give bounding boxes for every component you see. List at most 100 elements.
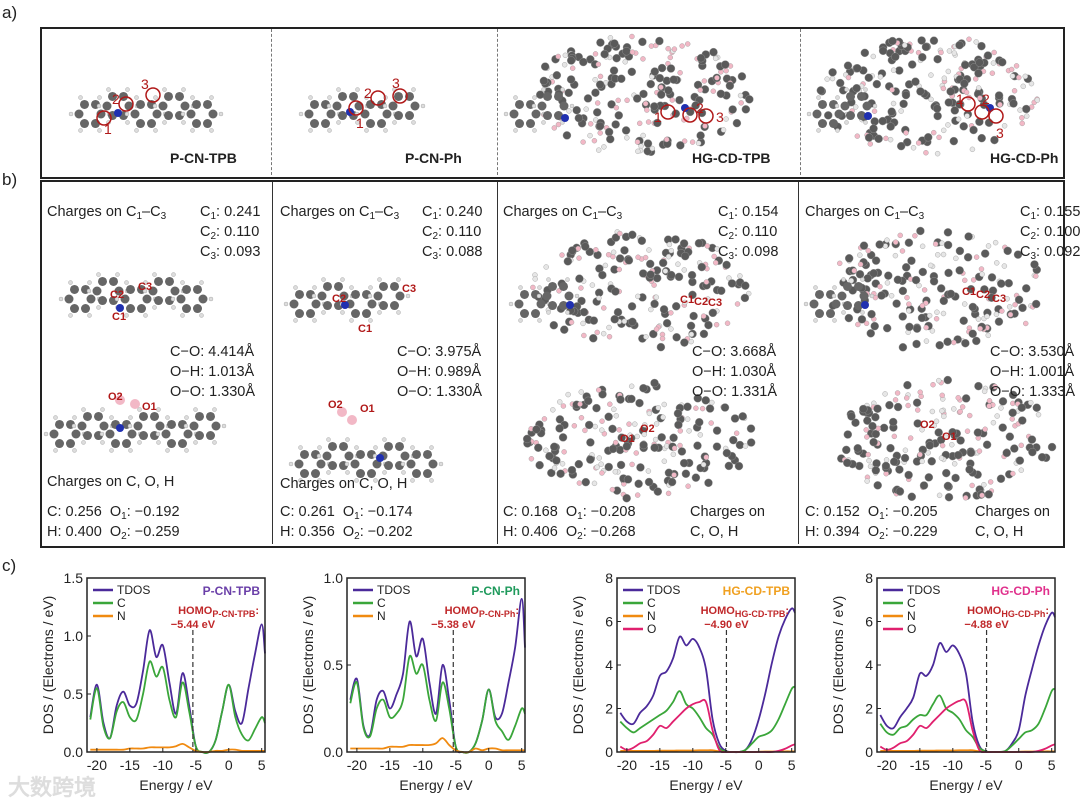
atom bbox=[716, 89, 726, 99]
homo-value: −5.38 eV bbox=[431, 619, 476, 631]
atom bbox=[855, 270, 865, 279]
carbon-atom bbox=[428, 459, 438, 469]
atom bbox=[663, 136, 670, 143]
x-tick-label: -20 bbox=[617, 757, 637, 773]
x-tick-label: -15 bbox=[380, 757, 400, 773]
atom bbox=[555, 121, 562, 128]
carbon-atom bbox=[412, 469, 421, 479]
hydrogen-atom bbox=[99, 431, 105, 437]
homo-subscript: P-CN-Ph bbox=[479, 609, 516, 619]
hydrogen-atom bbox=[143, 280, 148, 285]
atom bbox=[1028, 447, 1037, 457]
atom bbox=[624, 135, 630, 141]
atom bbox=[655, 405, 661, 411]
atom bbox=[627, 67, 637, 77]
site-number: 3 bbox=[996, 125, 1004, 141]
x-tick-label: -10 bbox=[153, 757, 173, 773]
atom bbox=[991, 49, 997, 56]
atom bbox=[919, 302, 926, 309]
carbon-atom bbox=[328, 441, 337, 451]
atom bbox=[919, 481, 929, 490]
atom-charge-row: H: 0.394 O2: −0.229 bbox=[805, 524, 938, 542]
atom bbox=[646, 410, 653, 417]
atom bbox=[895, 465, 904, 474]
atom bbox=[562, 131, 572, 140]
atom bbox=[642, 254, 649, 261]
atom bbox=[713, 260, 719, 266]
hydrogen-atom bbox=[396, 277, 401, 282]
atom bbox=[532, 276, 538, 282]
hydrogen-atom bbox=[127, 423, 133, 429]
hydrogen-atom bbox=[560, 87, 565, 92]
atom bbox=[606, 134, 615, 144]
divider bbox=[497, 29, 498, 175]
atom bbox=[902, 447, 909, 453]
atom bbox=[591, 138, 598, 144]
hydrogen-atom bbox=[68, 111, 74, 117]
hydrogen-atom bbox=[125, 87, 130, 92]
atom bbox=[722, 448, 732, 458]
atom bbox=[921, 42, 931, 52]
atom bbox=[892, 299, 901, 308]
y-tick-label: 2 bbox=[605, 701, 613, 717]
hydrogen-atom bbox=[364, 95, 369, 100]
charges-header: Charges on C1–C3 bbox=[280, 204, 400, 222]
atom bbox=[679, 43, 685, 49]
carbon-atom bbox=[126, 304, 135, 314]
atom bbox=[943, 228, 953, 237]
hydrogen-atom bbox=[541, 120, 546, 125]
atom bbox=[591, 88, 600, 97]
carbon-atom bbox=[829, 119, 838, 129]
carbon-atom bbox=[70, 304, 79, 314]
atom bbox=[843, 458, 852, 468]
nitrogen-atom bbox=[861, 301, 869, 309]
atom bbox=[697, 432, 704, 438]
atom bbox=[737, 92, 744, 99]
atom bbox=[722, 260, 731, 270]
atom bbox=[961, 301, 968, 307]
atom bbox=[550, 407, 556, 413]
carbon-atom bbox=[81, 304, 90, 314]
atom bbox=[686, 428, 692, 434]
carbon-atom bbox=[206, 411, 215, 421]
hydrogen-atom bbox=[321, 310, 326, 315]
hydrogen-atom bbox=[293, 318, 298, 323]
atom bbox=[612, 54, 621, 63]
carbon-atom bbox=[83, 431, 92, 441]
atom bbox=[610, 39, 619, 48]
site-number: 2 bbox=[364, 85, 372, 101]
hydrogen-atom bbox=[78, 128, 83, 133]
atom bbox=[954, 450, 963, 460]
atom bbox=[642, 100, 649, 107]
atom bbox=[936, 492, 943, 499]
atom bbox=[644, 107, 650, 113]
atom-label: C2 bbox=[332, 293, 346, 305]
atom bbox=[859, 241, 869, 250]
atom bbox=[903, 138, 912, 147]
atom bbox=[940, 251, 947, 258]
carbon-atom bbox=[186, 109, 196, 119]
atom-label: O1 bbox=[620, 433, 635, 445]
carbon-atom bbox=[206, 431, 215, 441]
atom bbox=[854, 133, 861, 139]
atom bbox=[869, 437, 878, 447]
carbon-atom bbox=[818, 99, 827, 109]
atom bbox=[919, 458, 925, 465]
atom bbox=[669, 97, 676, 103]
site-circle bbox=[392, 88, 408, 104]
carbon-atom bbox=[164, 91, 173, 101]
atom bbox=[604, 462, 613, 472]
x-tick-label: -15 bbox=[910, 757, 930, 773]
atom-label: C3 bbox=[138, 281, 152, 293]
site-number: 1 bbox=[956, 91, 964, 107]
atom bbox=[668, 326, 674, 332]
atom bbox=[913, 419, 922, 428]
hydrogen-atom bbox=[124, 313, 129, 318]
atom bbox=[890, 67, 897, 73]
site-circle bbox=[682, 107, 698, 123]
bond-length: C−O: 3.975Å bbox=[397, 344, 482, 360]
carbon-atom bbox=[379, 281, 388, 291]
atom bbox=[589, 282, 596, 288]
carbon-atom bbox=[815, 309, 824, 319]
atom bbox=[676, 141, 685, 150]
